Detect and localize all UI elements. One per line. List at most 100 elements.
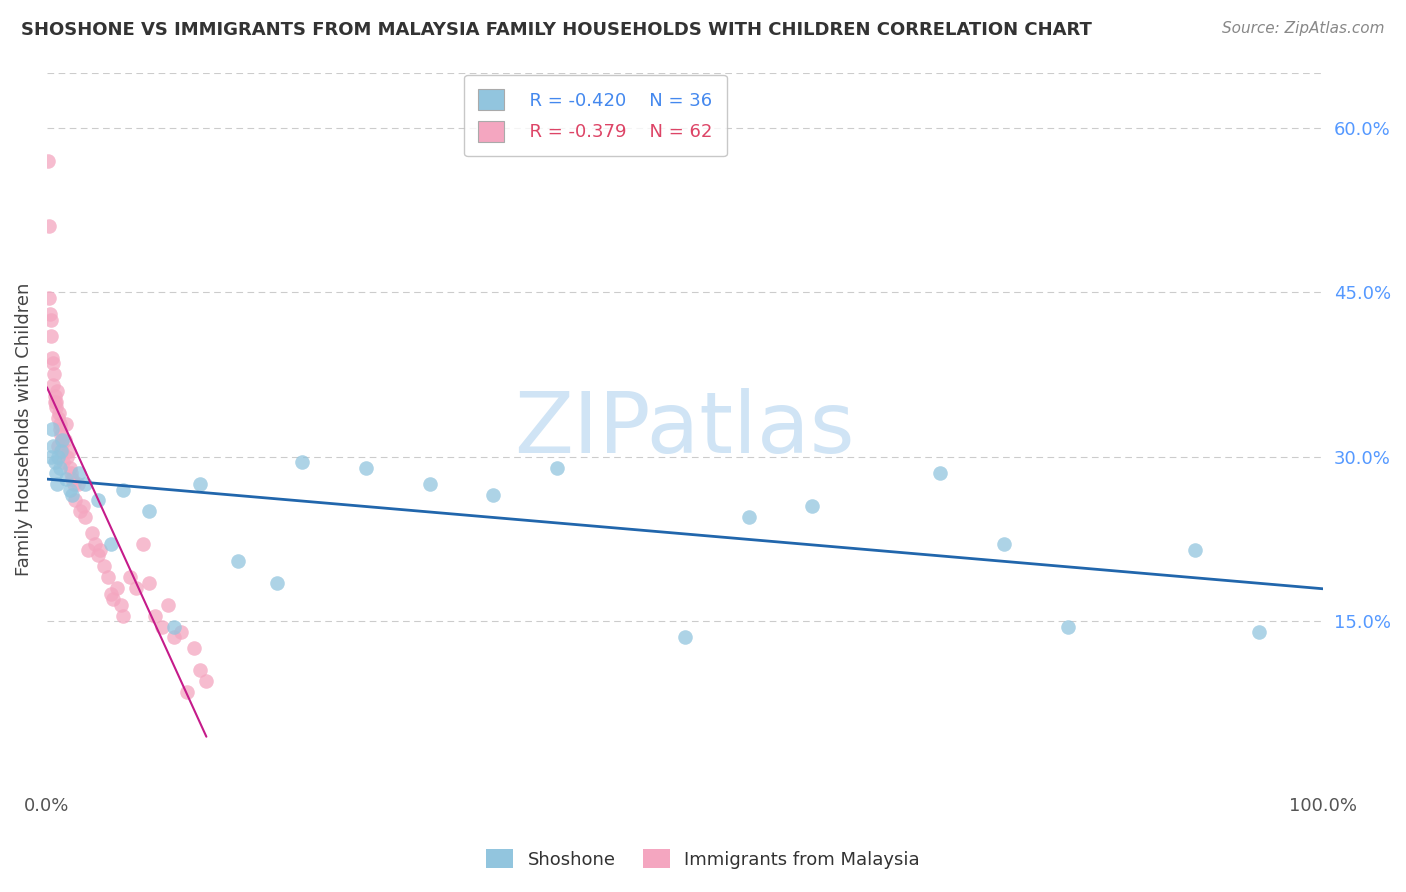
Point [84, 537, 107, 551]
Point [49, 427, 72, 442]
Point [62, 477, 84, 491]
Point [48, 406, 70, 420]
Point [39, 307, 62, 321]
Point [52, 455, 75, 469]
Point [170, 625, 193, 640]
Point [41, 351, 63, 365]
Point [44, 394, 66, 409]
Point [48, 450, 70, 464]
Point [41, 356, 63, 370]
Point [45, 401, 67, 415]
Point [51, 433, 73, 447]
Point [76, 542, 98, 557]
Point [39, 450, 62, 464]
Point [75, 477, 97, 491]
Point [1056, 619, 1078, 633]
Point [188, 477, 211, 491]
Point [44, 389, 66, 403]
Point [55, 471, 77, 485]
Point [60, 488, 83, 502]
Point [97, 570, 120, 584]
Point [42, 439, 65, 453]
Text: ZIPatlas: ZIPatlas [515, 388, 855, 471]
Point [45, 466, 67, 480]
Y-axis label: Family Households with Children: Family Households with Children [15, 283, 32, 576]
Point [110, 598, 132, 612]
Point [38, 291, 60, 305]
Legend: Shoshone, Immigrants from Malaysia: Shoshone, Immigrants from Malaysia [479, 842, 927, 876]
Point [66, 477, 89, 491]
Point [150, 619, 173, 633]
Point [112, 608, 135, 623]
Point [63, 493, 86, 508]
Point [138, 575, 160, 590]
Point [48, 417, 70, 431]
Point [87, 493, 110, 508]
Point [138, 504, 160, 518]
Point [291, 455, 314, 469]
Point [801, 499, 824, 513]
Point [60, 466, 83, 480]
Point [105, 581, 128, 595]
Point [51, 444, 73, 458]
Point [56, 450, 79, 464]
Point [1247, 625, 1270, 640]
Point [188, 664, 211, 678]
Point [44, 455, 66, 469]
Point [176, 685, 198, 699]
Point [100, 537, 122, 551]
Point [49, 422, 72, 436]
Point [143, 608, 166, 623]
Point [51, 433, 73, 447]
Point [48, 439, 70, 453]
Point [38, 219, 60, 234]
Point [41, 422, 63, 436]
Point [163, 631, 186, 645]
Point [993, 537, 1015, 551]
Point [89, 542, 111, 557]
Point [125, 581, 148, 595]
Point [46, 411, 69, 425]
Point [46, 384, 69, 398]
Point [226, 554, 249, 568]
Point [58, 444, 80, 458]
Point [53, 433, 76, 447]
Point [737, 509, 759, 524]
Point [39, 312, 62, 326]
Point [546, 460, 568, 475]
Point [80, 526, 103, 541]
Point [45, 394, 67, 409]
Point [183, 641, 205, 656]
Text: Source: ZipAtlas.com: Source: ZipAtlas.com [1222, 21, 1385, 36]
Text: SHOSHONE VS IMMIGRANTS FROM MALAYSIA FAMILY HOUSEHOLDS WITH CHILDREN CORRELATION: SHOSHONE VS IMMIGRANTS FROM MALAYSIA FAM… [21, 21, 1092, 38]
Point [354, 460, 377, 475]
Point [100, 587, 122, 601]
Point [673, 631, 696, 645]
Point [87, 548, 110, 562]
Point [49, 444, 72, 458]
Point [93, 559, 115, 574]
Point [55, 417, 77, 431]
Point [195, 674, 218, 689]
Point [1184, 542, 1206, 557]
Point [112, 483, 135, 497]
Point [419, 477, 441, 491]
Point [42, 378, 65, 392]
Point [75, 509, 97, 524]
Point [929, 466, 952, 480]
Legend:   R = -0.420    N = 36,   R = -0.379    N = 62: R = -0.420 N = 36, R = -0.379 N = 62 [464, 75, 727, 156]
Point [482, 488, 505, 502]
Point [131, 537, 153, 551]
Point [59, 460, 82, 475]
Point [46, 477, 69, 491]
Point [118, 570, 141, 584]
Point [37, 153, 59, 168]
Point [60, 471, 83, 485]
Point [103, 592, 125, 607]
Point [157, 598, 180, 612]
Point [67, 466, 90, 480]
Point [48, 460, 70, 475]
Point [59, 483, 82, 497]
Point [69, 504, 91, 518]
Point [163, 619, 186, 633]
